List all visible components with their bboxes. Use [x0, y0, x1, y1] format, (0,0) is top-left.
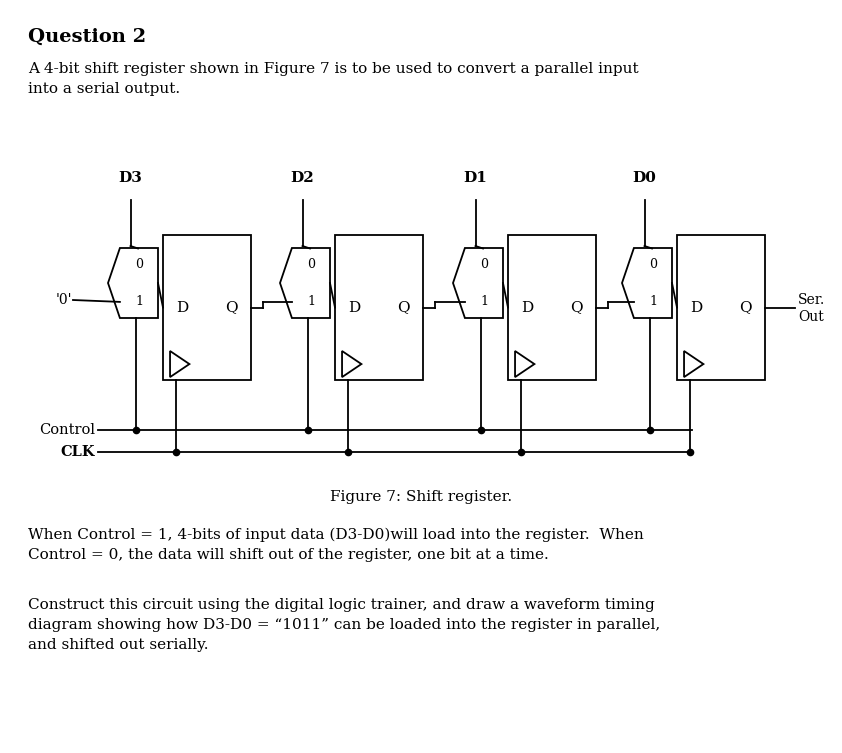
Text: A 4-bit shift register shown in Figure 7 is to be used to convert a parallel inp: A 4-bit shift register shown in Figure 7… [28, 62, 638, 96]
Text: Construct this circuit using the digital logic trainer, and draw a waveform timi: Construct this circuit using the digital… [28, 598, 660, 652]
Text: D: D [521, 300, 534, 315]
Text: D: D [690, 300, 702, 315]
Text: D: D [349, 300, 360, 315]
Text: D3: D3 [119, 171, 142, 185]
Text: 1: 1 [307, 295, 315, 309]
Text: D2: D2 [290, 171, 314, 185]
Text: Out: Out [798, 309, 823, 324]
Text: 1: 1 [480, 295, 488, 309]
Text: 0: 0 [307, 258, 315, 270]
Text: CLK: CLK [61, 445, 95, 459]
Text: Q: Q [397, 300, 410, 315]
Text: D: D [176, 300, 189, 315]
Text: 1: 1 [135, 295, 143, 309]
Text: Control: Control [39, 423, 95, 437]
Text: 0: 0 [480, 258, 488, 270]
Bar [508, 235, 596, 380]
Text: Q: Q [570, 300, 583, 315]
Text: 0: 0 [135, 258, 143, 270]
Text: D1: D1 [464, 171, 488, 185]
Text: D0: D0 [632, 171, 657, 185]
Text: Figure 7: Shift register.: Figure 7: Shift register. [330, 490, 512, 504]
Text: Q: Q [739, 300, 752, 315]
Bar [163, 235, 251, 380]
Bar [677, 235, 765, 380]
Text: Q: Q [226, 300, 238, 315]
Text: 1: 1 [649, 295, 657, 309]
Bar [335, 235, 423, 380]
Text: Ser.: Ser. [798, 292, 825, 306]
Text: '0': '0' [56, 293, 72, 307]
Text: When Control = 1, 4-bits of input data (D3-D0)will load into the register.  When: When Control = 1, 4-bits of input data (… [28, 528, 644, 562]
Text: 0: 0 [649, 258, 657, 270]
Text: Question 2: Question 2 [28, 28, 147, 46]
